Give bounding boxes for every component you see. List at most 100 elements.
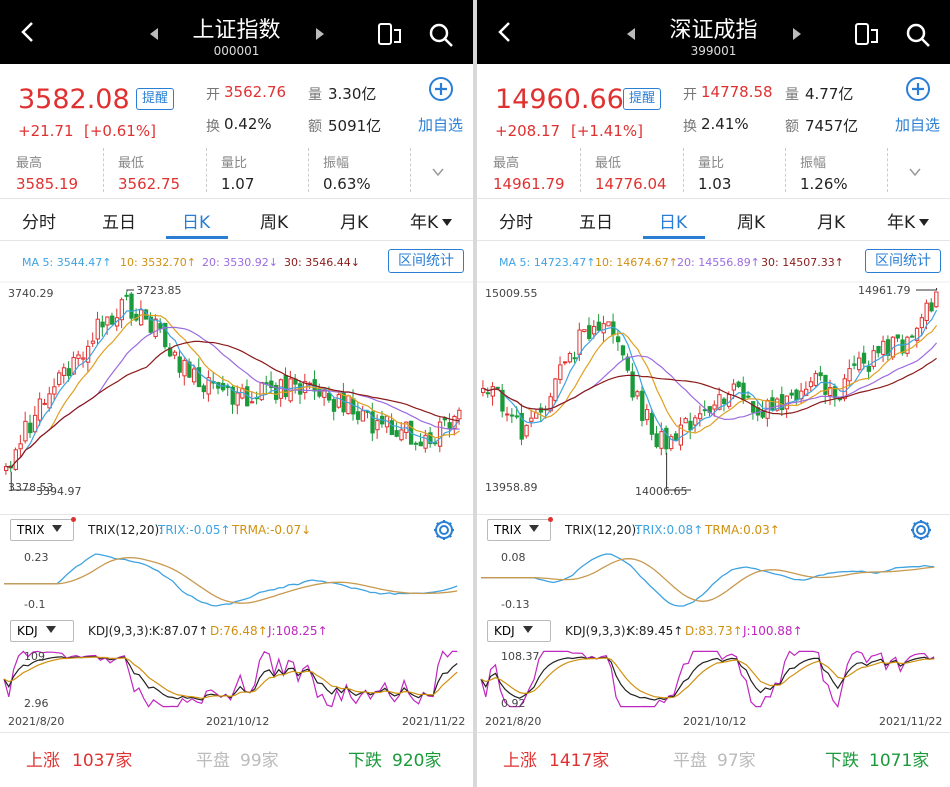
tab-daily-k[interactable]: 日K (182, 213, 211, 233)
advancers-count: 1417家 (549, 751, 610, 771)
dropdown-icon (919, 219, 930, 226)
back-icon[interactable] (16, 20, 40, 44)
trix-selector-label: TRIX (494, 523, 522, 537)
settings-icon[interactable] (909, 518, 933, 542)
candle (360, 410, 366, 422)
landscape-icon[interactable] (376, 22, 402, 46)
candle (606, 321, 611, 327)
candle (95, 318, 100, 340)
active-tab-indicator (643, 236, 705, 239)
add-watchlist-icon[interactable] (905, 76, 931, 102)
candle (582, 329, 587, 333)
next-index-icon[interactable] (316, 28, 324, 40)
candle (857, 357, 862, 371)
candle (808, 381, 814, 388)
candle (693, 417, 698, 426)
volume-value: 4.77亿 (805, 85, 854, 103)
index-title: 上证指数 (192, 18, 281, 43)
y-axis-bottom: 13958.89 (485, 481, 538, 494)
search-icon[interactable] (905, 22, 931, 48)
next-index-icon[interactable] (793, 28, 801, 40)
k-value: K:89.45↑ (627, 624, 684, 638)
min-price-label: 3394.97 (36, 485, 82, 498)
kline-chart[interactable] (0, 280, 473, 512)
max-price-label: 3723.85 (136, 284, 182, 297)
candle (433, 442, 438, 445)
ma30-value: 30: 3546.44↓ (284, 256, 360, 269)
price-change-pct: [+0.61%] (84, 122, 156, 140)
tab-intraday[interactable]: 分时 (499, 213, 533, 233)
advancers-count: 1037家 (72, 751, 133, 771)
tab-yearly-k[interactable]: 年K (410, 208, 453, 233)
tab-intraday[interactable]: 分时 (22, 213, 56, 233)
kline-chart[interactable] (477, 280, 950, 512)
kdj-selector[interactable]: KDJ (487, 620, 551, 642)
back-icon[interactable] (493, 20, 517, 44)
candle (18, 443, 23, 450)
search-icon[interactable] (428, 22, 454, 48)
chevron-down-icon[interactable] (909, 166, 921, 178)
candle (375, 420, 380, 431)
candle (81, 357, 86, 360)
candle (823, 374, 828, 395)
candle (437, 421, 443, 447)
range-stats-button[interactable]: 区间统计 (865, 249, 941, 273)
prev-index-icon[interactable] (150, 28, 158, 40)
candle (630, 371, 635, 398)
date-mid: 2021/10/12 (683, 715, 747, 728)
add-watchlist-label[interactable]: 加自选 (895, 116, 941, 134)
add-watchlist-label[interactable]: 加自选 (418, 116, 464, 134)
candle (625, 356, 630, 371)
k-value: K:87.07↑ (152, 624, 209, 638)
candle (644, 409, 650, 421)
ma20-value: 20: 14556.89↑ (677, 256, 760, 269)
candle (481, 387, 486, 393)
advancers-label: 上涨 (503, 751, 537, 771)
prev-index-icon[interactable] (627, 28, 635, 40)
date-mid: 2021/10/12 (206, 715, 270, 728)
candle (124, 294, 129, 297)
settings-icon[interactable] (432, 518, 456, 542)
candle (172, 351, 178, 356)
trix-selector[interactable]: TRIX (487, 517, 553, 541)
candle (712, 404, 717, 410)
candle (110, 315, 115, 325)
date-start: 2021/8/20 (8, 715, 65, 728)
candle (269, 380, 274, 389)
candle (37, 398, 43, 421)
open-value: 3562.76 (224, 83, 287, 101)
kdj-selector[interactable]: KDJ (10, 620, 74, 642)
candle (688, 420, 693, 431)
tab-daily-k[interactable]: 日K (659, 213, 688, 233)
chevron-down-icon[interactable] (432, 166, 444, 178)
tab-weekly-k[interactable]: 周K (737, 213, 766, 233)
candle (934, 291, 939, 308)
tab-monthly-k[interactable]: 月K (340, 213, 369, 233)
tab-five-day[interactable]: 五日 (102, 213, 136, 233)
index-title: 深证成指 (669, 18, 758, 43)
index-code: 000001 (213, 44, 260, 58)
landscape-icon[interactable] (853, 22, 879, 46)
tab-five-day[interactable]: 五日 (579, 213, 613, 233)
amount-value: 5091亿 (328, 117, 382, 135)
decliners-count: 1071家 (869, 751, 930, 771)
low-label: 最低 (118, 156, 145, 171)
candle (370, 411, 375, 434)
alert-button[interactable]: 提醒 (623, 88, 662, 110)
candle (919, 317, 925, 329)
candle (158, 323, 163, 329)
candle (760, 410, 765, 418)
kdj-top: 108.37 (501, 650, 540, 663)
trix-selector[interactable]: TRIX (10, 517, 76, 541)
tab-monthly-k[interactable]: 月K (817, 213, 846, 233)
tab-yearly-k[interactable]: 年K (887, 208, 930, 233)
tab-weekly-k[interactable]: 周K (260, 213, 289, 233)
turnover-value: 2.41% (701, 115, 749, 133)
candle (871, 350, 876, 367)
range-stats-button[interactable]: 区间统计 (388, 249, 464, 273)
candle (852, 363, 857, 366)
d-value: D:76.48↑ (210, 624, 268, 638)
alert-button[interactable]: 提醒 (136, 88, 175, 110)
add-watchlist-icon[interactable] (428, 76, 454, 102)
ma5-line (6, 308, 461, 468)
